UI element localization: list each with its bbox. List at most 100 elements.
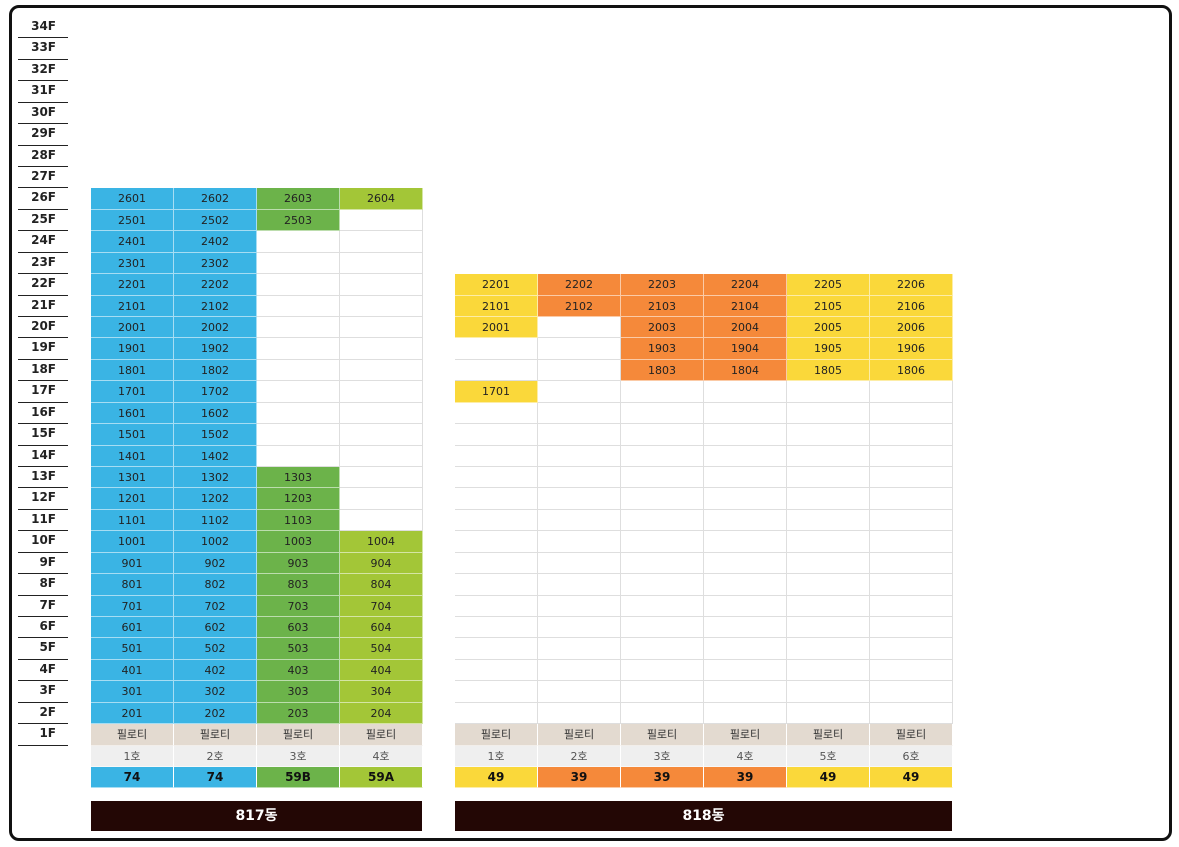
unit-cell: 2301 — [91, 252, 174, 275]
unit-cell: 2501 — [91, 209, 174, 232]
unit-cell: 1202 — [174, 488, 257, 510]
empty-cell — [621, 617, 704, 639]
empty-cell — [257, 274, 340, 296]
empty-cell — [870, 488, 953, 510]
unit-number-cell: 4호 — [704, 745, 787, 768]
unit-number-cell: 1호 — [91, 745, 174, 768]
empty-cell — [538, 359, 621, 382]
unit-cell: 704 — [340, 595, 423, 618]
empty-cell — [704, 509, 787, 532]
empty-cell — [257, 295, 340, 317]
empty-cell — [455, 359, 538, 382]
unit-cell: 1101 — [91, 509, 174, 532]
unit-cell: 1201 — [91, 488, 174, 510]
empty-cell — [455, 702, 538, 725]
empty-cell — [704, 445, 787, 468]
empty-cell — [455, 467, 538, 489]
floor-label: 19F — [18, 338, 68, 360]
unit-number-cell: 3호 — [257, 745, 340, 768]
empty-cell — [455, 402, 538, 425]
empty-cell — [787, 402, 870, 425]
floor-label: 7F — [18, 596, 68, 618]
piloti-cell: 필로티 — [621, 724, 704, 746]
empty-cell — [621, 488, 704, 510]
unit-cell: 1103 — [257, 509, 340, 532]
unit-cell: 2002 — [174, 317, 257, 339]
empty-cell — [704, 617, 787, 639]
unit-cell: 1401 — [91, 445, 174, 468]
floor-label: 26F — [18, 188, 68, 210]
floor-label: 28F — [18, 146, 68, 167]
unit-cell: 2006 — [870, 317, 953, 339]
floor-label: 29F — [18, 124, 68, 146]
unit-cell: 503 — [257, 638, 340, 660]
floor-label: 10F — [18, 531, 68, 553]
empty-cell — [787, 467, 870, 489]
unit-cell: 1001 — [91, 531, 174, 553]
empty-cell — [538, 702, 621, 725]
empty-cell — [787, 509, 870, 532]
empty-cell — [870, 509, 953, 532]
unit-cell: 1102 — [174, 509, 257, 532]
empty-cell — [538, 402, 621, 425]
empty-cell — [787, 702, 870, 725]
unit-cell: 1004 — [340, 531, 423, 553]
unit-cell: 901 — [91, 552, 174, 575]
empty-cell — [257, 317, 340, 339]
unit-cell: 1802 — [174, 359, 257, 382]
unit-type-cell: 74 — [174, 767, 257, 789]
floor-label: 25F — [18, 210, 68, 232]
unit-cell: 803 — [257, 574, 340, 596]
empty-cell — [257, 445, 340, 468]
unit-cell: 904 — [340, 552, 423, 575]
floor-label: 24F — [18, 231, 68, 253]
empty-cell — [257, 338, 340, 360]
floor-label: 13F — [18, 467, 68, 489]
empty-cell — [621, 402, 704, 425]
empty-cell — [870, 702, 953, 725]
piloti-cell: 필로티 — [704, 724, 787, 746]
unit-cell: 2401 — [91, 231, 174, 253]
floor-label: 1F — [18, 724, 68, 746]
empty-cell — [870, 638, 953, 660]
empty-cell — [538, 617, 621, 639]
unit-cell: 703 — [257, 595, 340, 618]
empty-cell — [455, 595, 538, 618]
piloti-cell: 필로티 — [174, 724, 257, 746]
unit-cell: 403 — [257, 659, 340, 682]
empty-cell — [704, 595, 787, 618]
unit-cell: 502 — [174, 638, 257, 660]
unit-cell: 603 — [257, 617, 340, 639]
empty-cell — [787, 681, 870, 703]
empty-cell — [621, 552, 704, 575]
unit-type-cell: 59A — [340, 767, 423, 789]
unit-cell: 404 — [340, 659, 423, 682]
empty-cell — [340, 381, 423, 403]
piloti-cell: 필로티 — [455, 724, 538, 746]
empty-cell — [455, 509, 538, 532]
unit-cell: 402 — [174, 659, 257, 682]
empty-cell — [621, 445, 704, 468]
unit-cell: 2104 — [704, 295, 787, 317]
empty-cell — [257, 252, 340, 275]
empty-cell — [538, 595, 621, 618]
unit-type-cell: 49 — [787, 767, 870, 789]
empty-cell — [455, 445, 538, 468]
unit-cell: 1203 — [257, 488, 340, 510]
unit-number-cell: 2호 — [538, 745, 621, 768]
empty-cell — [621, 381, 704, 403]
unit-type-cell: 59B — [257, 767, 340, 789]
empty-cell — [340, 295, 423, 317]
unit-cell: 201 — [91, 702, 174, 725]
floor-label: 12F — [18, 488, 68, 510]
unit-number-cell: 5호 — [787, 745, 870, 768]
unit-cell: 2003 — [621, 317, 704, 339]
empty-cell — [340, 509, 423, 532]
unit-cell: 1904 — [704, 338, 787, 360]
unit-cell: 1805 — [787, 359, 870, 382]
floor-label: 4F — [18, 660, 68, 682]
empty-cell — [787, 531, 870, 553]
unit-type-cell: 49 — [455, 767, 538, 789]
unit-cell: 1501 — [91, 424, 174, 446]
empty-cell — [538, 509, 621, 532]
